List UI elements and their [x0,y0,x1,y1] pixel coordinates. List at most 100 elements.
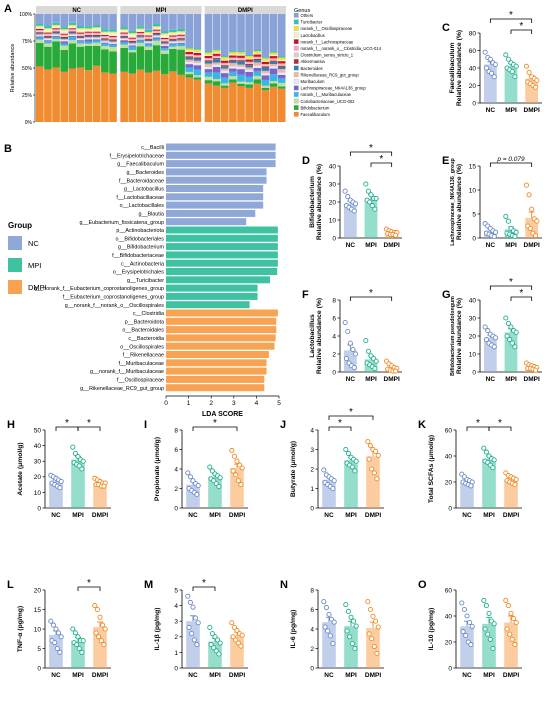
stack-segment [76,34,85,36]
stack-segment [212,55,221,57]
data-point [80,638,86,644]
data-point [491,74,497,80]
stack-segment [101,49,109,73]
data-point [330,641,336,647]
stack-segment [277,64,286,66]
x-tick-label: DMPI [524,242,540,249]
stack-segment [212,49,221,51]
y-tick-label: 0 [332,235,336,242]
y-tick-label: 0 [472,369,476,376]
stack-segment [277,88,286,122]
sig-label: * [379,154,383,165]
sig-label: * [65,418,69,429]
data-point [489,70,495,76]
stack-segment [229,59,237,61]
x-tick-label: NC [324,512,334,519]
lda-bar [166,367,267,375]
stack-segment [52,33,60,35]
data-point [365,348,371,354]
y-tick-label: 5 [472,211,476,218]
data-point [211,645,217,651]
stack-segment [68,26,77,29]
stack-segment [76,35,85,37]
data-point [367,443,373,449]
stack-segment [36,31,44,33]
y-tick-label: 40 [329,163,337,170]
stack-segment [169,44,177,47]
legend-swatch [293,39,299,45]
stack-segment [76,26,85,29]
stack-segment [84,33,93,35]
stack-segment [237,64,245,67]
stack-segment [161,37,169,40]
data-point [321,599,327,605]
legend-swatch [293,59,299,64]
stack-segment [237,61,245,65]
stack-segment [237,60,245,62]
data-point [195,620,201,626]
y-tick-label: 0 [37,665,41,672]
stack-segment [44,43,52,47]
group-header [120,6,202,14]
stack-segment [92,38,101,40]
legend-swatch [293,85,299,91]
stack-segment [120,42,128,45]
stack-segment [253,79,262,84]
data-point [366,631,372,637]
sig-bracket [192,426,238,431]
data-point [467,619,473,626]
stack-segment [144,29,153,32]
x-tick-label: 4 [255,400,259,407]
data-point [327,633,333,639]
data-point [231,453,237,459]
x-tick-label: NC [188,672,198,679]
data-point [235,640,241,646]
stack-segment [261,79,270,86]
stack-segment [109,29,117,32]
legend-swatch [293,98,299,104]
x-tick-label: NC [462,672,472,679]
y-axis-label: IL-1β (pg/mg) [154,607,161,650]
stack-segment [120,30,128,33]
stack-segment [169,14,177,30]
stack-segment [269,60,278,62]
data-point [239,632,245,638]
stack-segment [253,71,262,76]
legend-swatch [8,236,22,250]
data-point [463,632,469,639]
stack-segment [253,83,262,122]
lda-category: g__Bifidobacterium [118,245,165,251]
stack-segment [269,81,278,84]
data-point [483,65,489,71]
stack-segment [277,72,286,75]
lda-bar [166,143,276,151]
data-point [373,618,379,624]
mean-bar [482,458,496,508]
stack-segment [76,29,85,33]
data-point [235,478,241,484]
stack-segment [120,34,128,36]
stack-segment [277,82,286,87]
y-tick-label: 1 [310,486,314,493]
x-tick-label: DMPI [92,512,108,519]
legend-swatch [293,32,299,38]
data-point [331,619,337,625]
x-tick-label: NC [486,107,496,114]
data-point [350,346,356,353]
stack-segment [36,23,44,26]
y-tick-label: 2 [310,466,314,473]
lda-bar [166,185,264,192]
stack-segment [68,43,77,69]
stack-segment [92,37,101,39]
stack-segment [261,58,270,61]
stack-segment [144,37,153,39]
x-tick-label: MPI [365,242,377,249]
y-tick-label: 0 [448,505,452,512]
lda-category: c__Clostridia [133,311,164,317]
stack-segment [68,32,77,34]
stack-segment [101,41,109,43]
stack-segment [229,63,237,67]
sig-bracket [510,29,533,34]
stack-segment [220,87,229,122]
data-point [216,483,222,490]
